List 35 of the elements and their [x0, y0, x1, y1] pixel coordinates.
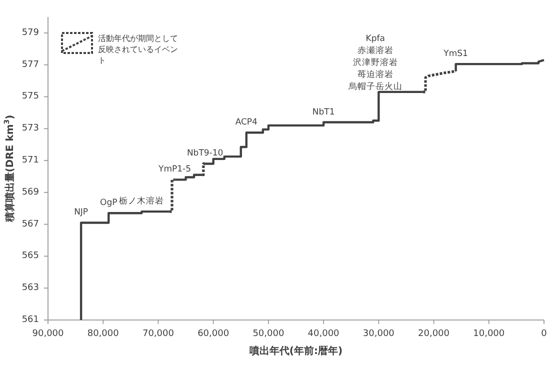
annotation: 苺迫溶岩 [357, 69, 394, 80]
annotation: ACP4 [235, 118, 258, 128]
x-tick-label: 10,000 [473, 329, 505, 339]
x-tick-label: 0 [541, 329, 548, 339]
x-tick-label: 40,000 [308, 329, 340, 339]
y-tick-label: 577 [22, 60, 39, 70]
x-tick-label: 60,000 [198, 329, 230, 339]
y-tick-label: 569 [22, 187, 40, 198]
y-tick-label: 575 [22, 92, 39, 102]
annotation: OgP [100, 198, 118, 208]
y-tick-label: 579 [22, 28, 40, 38]
annotation: NJP [74, 208, 88, 218]
x-tick-label: 50,000 [252, 329, 284, 339]
x-tick-label: 80,000 [87, 329, 120, 339]
annotation: 烏帽子岳火山 [347, 81, 402, 92]
y-tick-label: 561 [22, 315, 39, 325]
annotation: NbT1 [312, 107, 335, 118]
annotation: Kpfa [366, 34, 385, 44]
y-tick-label: 567 [22, 219, 39, 230]
annotation: YmS1 [442, 49, 468, 60]
annotation: NbT9-10 [186, 148, 224, 159]
annotation: 赤瀬溶岩 [357, 45, 394, 56]
x-tick-label: 20,000 [418, 329, 450, 339]
y-tick-label: 573 [22, 124, 39, 134]
legend-label: 活動年代が期間として反映されているイベント [98, 34, 178, 65]
annotation: 沢津野溶岩 [352, 57, 398, 68]
annotation: YmP1-5 [158, 164, 191, 175]
y-tick-label: 563 [22, 283, 39, 294]
x-tick-label: 30,000 [362, 329, 395, 339]
x-tick-label: 70,000 [142, 329, 174, 339]
x-tick-label: 90,000 [32, 329, 64, 339]
annotation: 栃ノ木溶岩 [119, 196, 164, 207]
y-tick-label: 571 [22, 156, 39, 166]
y-tick-label: 565 [22, 251, 39, 262]
x-axis-title: 噴出年代(年前:暦年) [249, 345, 343, 357]
